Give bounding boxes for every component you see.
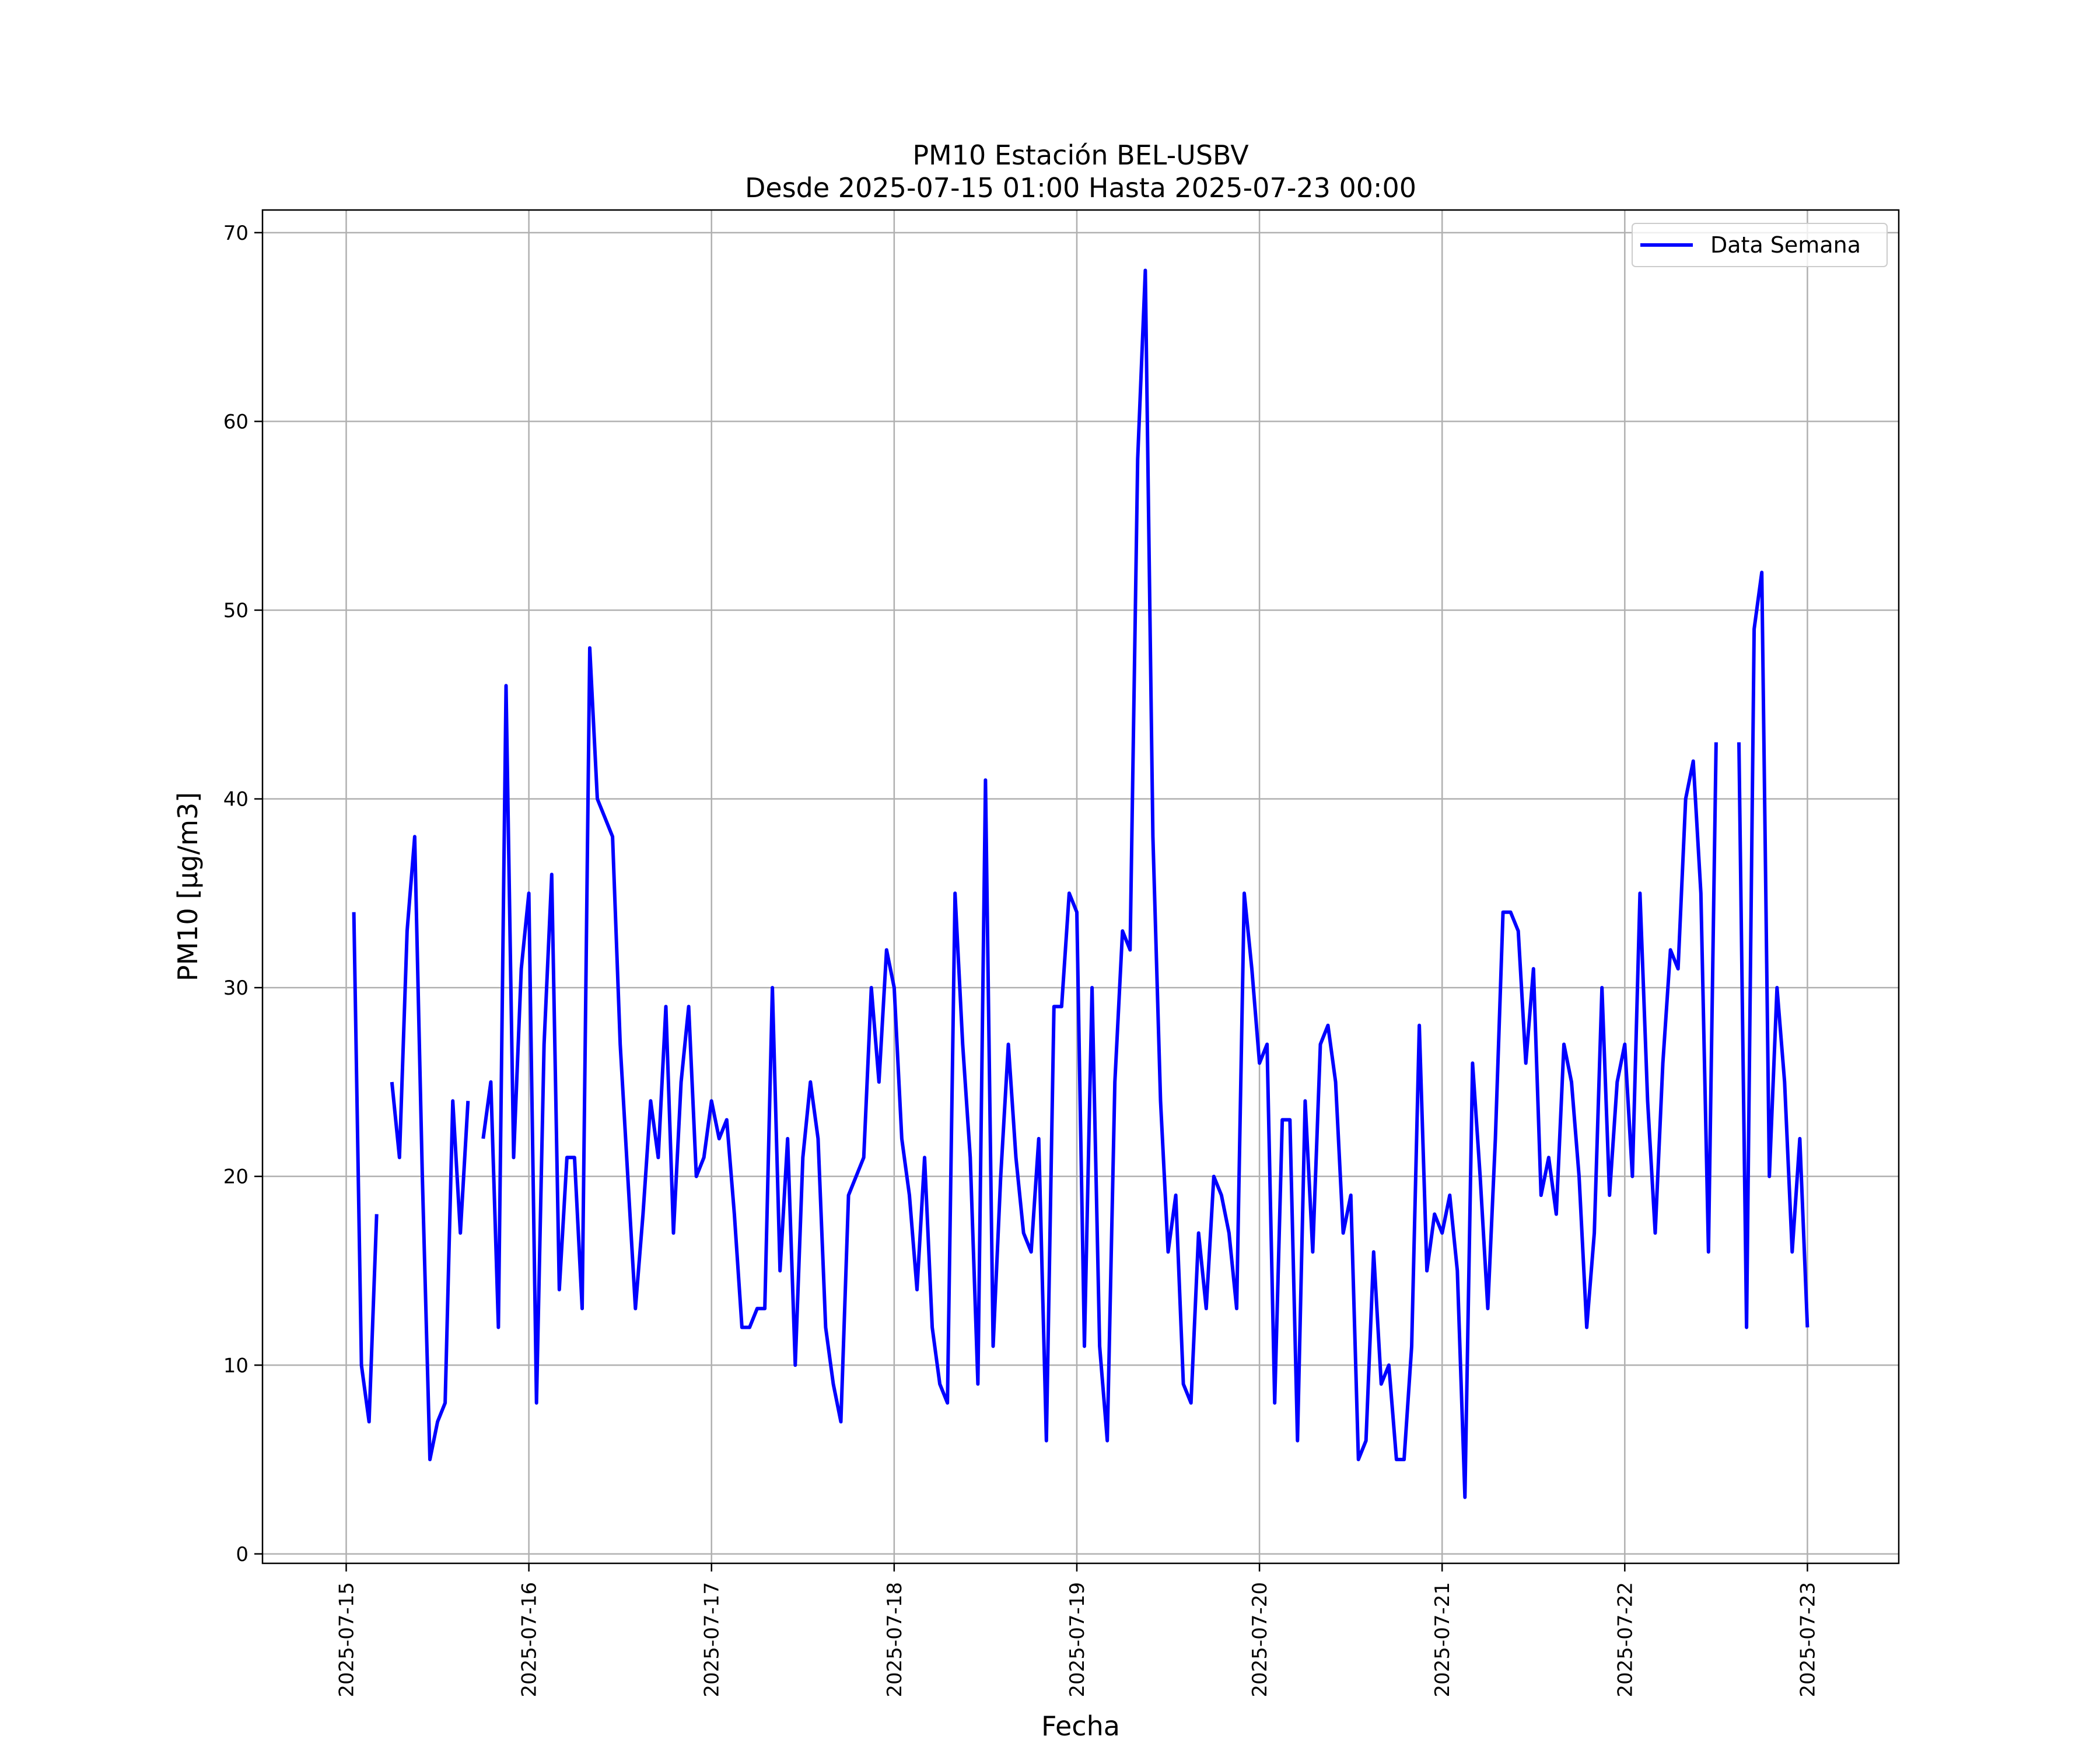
y-tick-label: 20 (223, 1166, 249, 1189)
x-tick-label: 2025-07-17 (701, 1582, 724, 1698)
y-tick-label: 70 (223, 222, 249, 245)
x-tick-label: 2025-07-22 (1614, 1582, 1637, 1698)
chart-subtitle: Desde 2025-07-15 01:00 Hasta 2025-07-23 … (745, 172, 1416, 204)
series-layer (352, 268, 1810, 1499)
x-tick-label: 2025-07-19 (1066, 1582, 1089, 1698)
x-tick-label: 2025-07-20 (1248, 1582, 1272, 1698)
series-line-0 (352, 268, 1810, 1499)
legend-label: Data Semana (1710, 232, 1861, 258)
x-tick-label: 2025-07-15 (335, 1582, 359, 1698)
y-tick-label: 10 (223, 1354, 249, 1377)
x-tick-label: 2025-07-18 (883, 1582, 907, 1698)
y-tick-label: 30 (223, 977, 249, 1000)
legend: Data Semana (1632, 223, 1888, 267)
y-tick-label: 50 (223, 599, 249, 622)
axis-ticks: 0 10 20 30 40 50 60 70 2025-07-15 2025-07-16 2025-… (223, 222, 1820, 1698)
x-tick-label: 2025-07-21 (1431, 1582, 1454, 1698)
y-axis-title: PM10 [μg/m3] (172, 792, 204, 982)
chart-title: PM10 Estación BEL-USBV (912, 139, 1249, 171)
x-tick-label: 2025-07-16 (518, 1582, 541, 1698)
x-axis-title: Fecha (1041, 1710, 1120, 1742)
y-tick-label: 0 (236, 1543, 249, 1566)
y-tick-label: 40 (223, 788, 249, 811)
legend-box (1632, 223, 1888, 267)
y-tick-label: 60 (223, 410, 249, 433)
plot-frame (261, 209, 1900, 1564)
x-tick-label: 2025-07-23 (1796, 1582, 1819, 1698)
